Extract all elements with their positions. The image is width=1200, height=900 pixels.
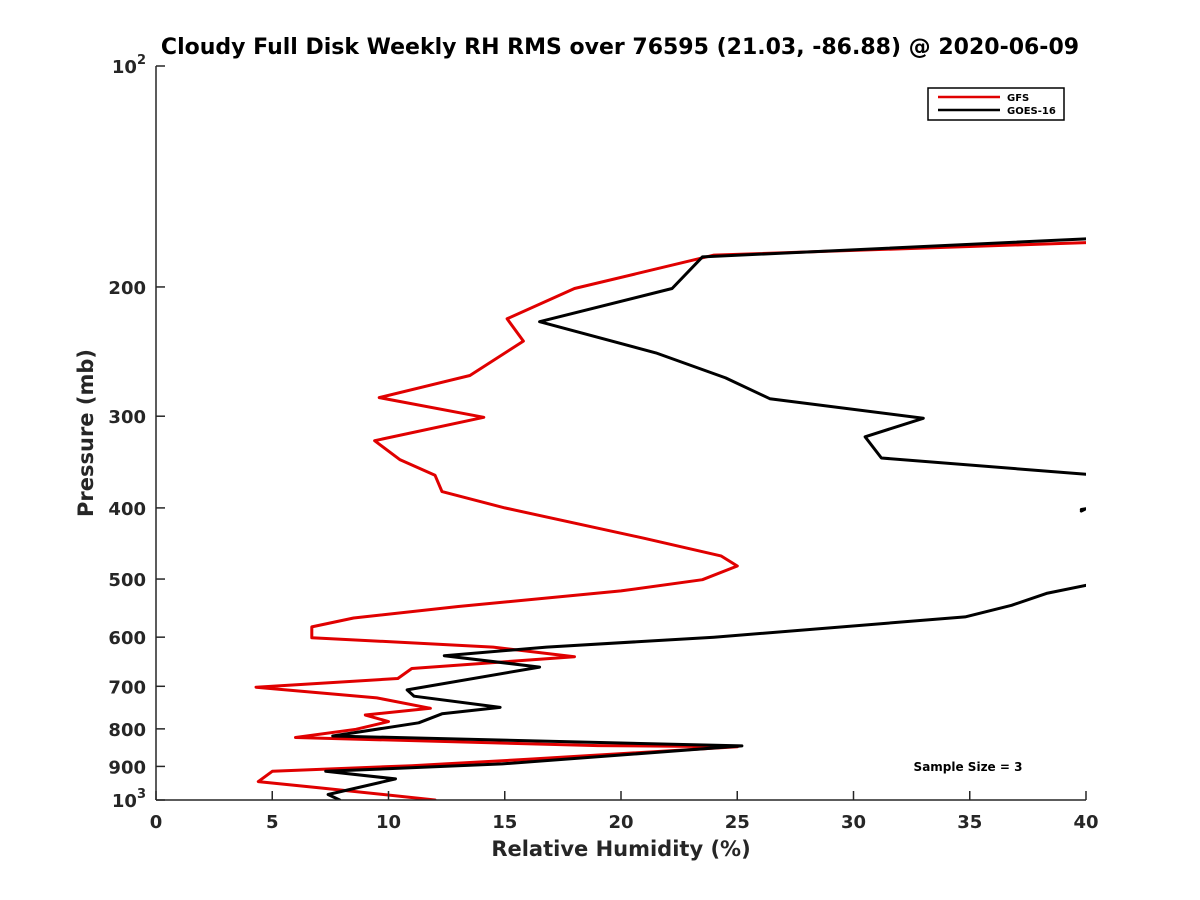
y-tick-label-1000: 103 [112,787,146,812]
x-tick-label-10: 10 [376,812,401,833]
legend-label-goes-16: GOES-16 [1007,106,1056,117]
x-tick-label-25: 25 [725,812,750,833]
series-line-gfs-0 [254,241,1086,800]
x-axis-label: Relative Humidity (%) [491,837,750,861]
y-tick-label-300: 300 [108,407,146,428]
y-tick-label-800: 800 [108,720,146,741]
x-tick-label-5: 5 [266,812,279,833]
x-tick-label-15: 15 [492,812,517,833]
y-tick-label-900: 900 [108,757,146,778]
series-line-goes-16-0 [538,237,1086,476]
y-tick-label-400: 400 [108,499,146,520]
x-tick-label-0: 0 [150,812,163,833]
series-line-goes-16-2 [324,583,1086,800]
legend-label-gfs: GFS [1007,93,1029,104]
sample-size-annotation: Sample Size = 3 [914,760,1023,774]
x-tick-label-40: 40 [1073,812,1098,833]
y-tick-label-600: 600 [108,628,146,649]
y-tick-label-200: 200 [108,278,146,299]
series-line-goes-16-1 [1079,507,1086,513]
y-tick-label-700: 700 [108,677,146,698]
chart-title: Cloudy Full Disk Weekly RH RMS over 7659… [161,35,1079,60]
legend: GFS GOES-16 [927,87,1065,121]
x-tick-label-30: 30 [841,812,866,833]
x-tick-label-35: 35 [957,812,982,833]
x-tick-label-20: 20 [608,812,633,833]
y-tick-label-100: 102 [112,53,146,78]
legend-box [927,87,1065,121]
y-ticks: 102 200 300 400 500 600 700 800 900 103 [108,53,165,812]
y-axis-label: Pressure (mb) [74,349,98,517]
x-ticks: 0 5 10 15 20 25 30 35 40 [150,791,1099,833]
series-layer [254,237,1086,800]
y-tick-label-500: 500 [108,570,146,591]
